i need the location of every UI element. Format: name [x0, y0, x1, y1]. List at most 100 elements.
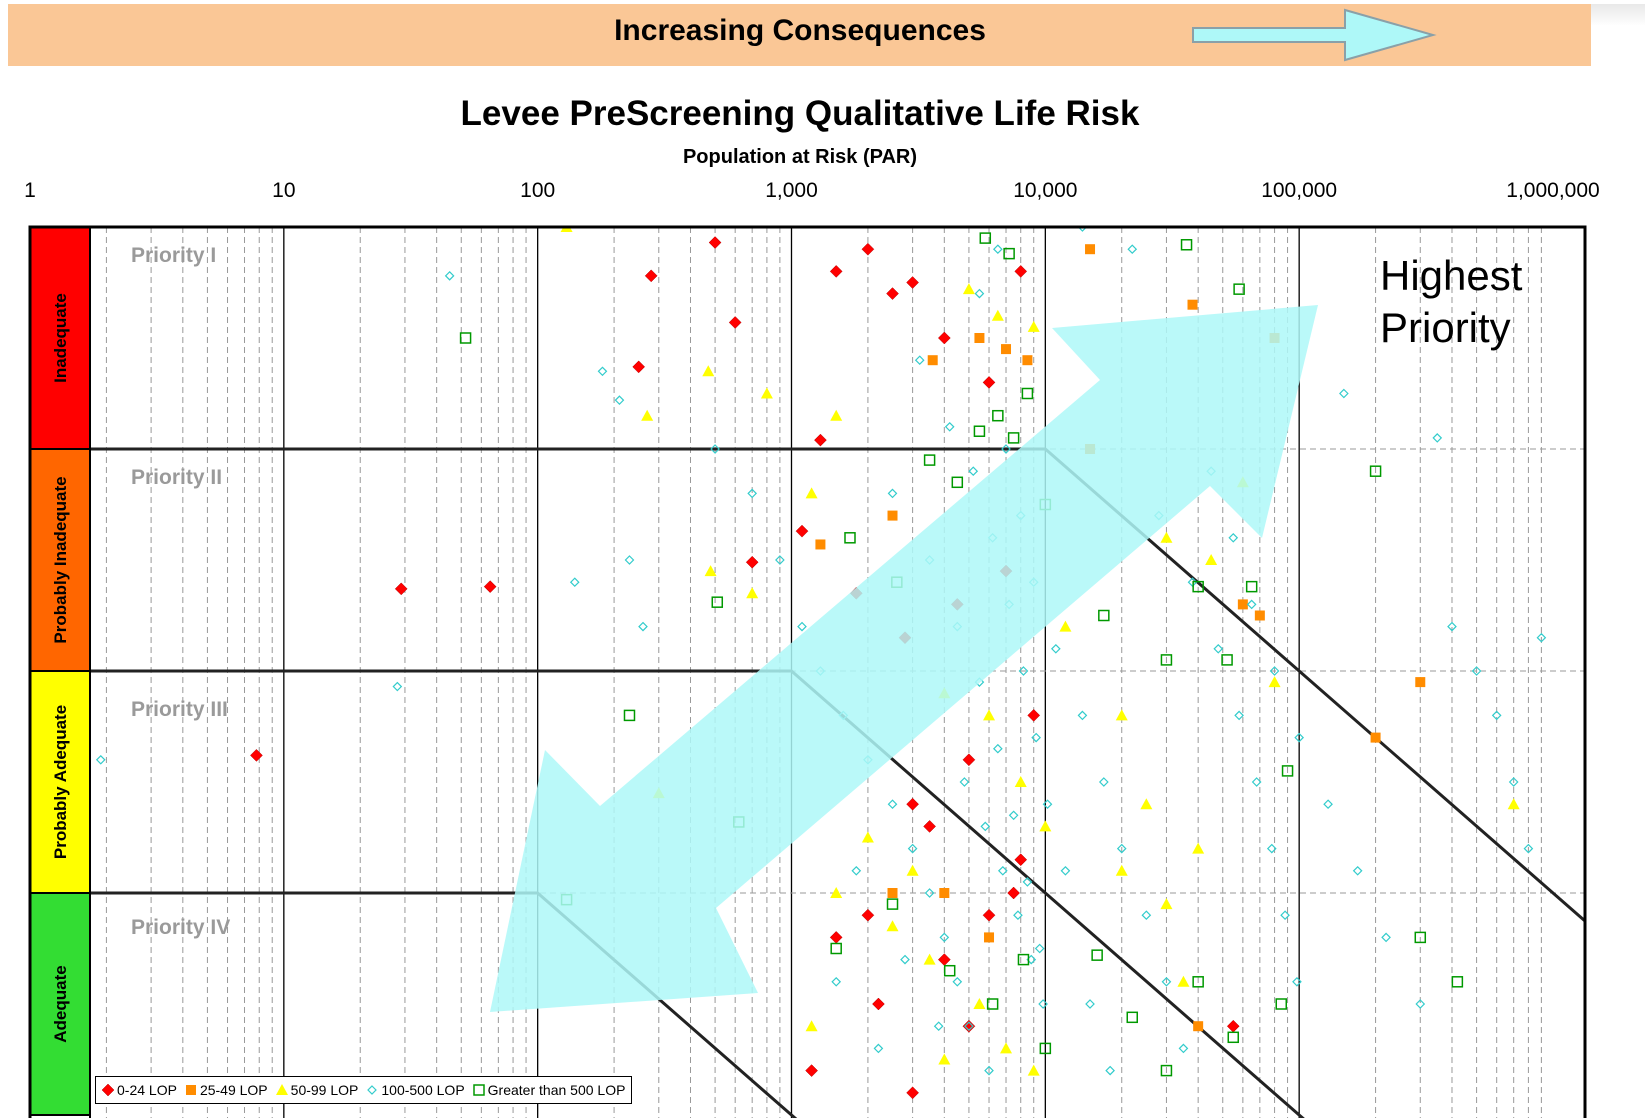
data-point-100-500-lop: [1292, 976, 1302, 987]
data-point-100-500-lop: [1251, 777, 1262, 787]
data-point-100-500-lop: [95, 754, 106, 765]
priority-zone-label: Priority IV: [131, 916, 230, 939]
data-point-100-500-lop: [992, 743, 1003, 754]
data-point-100-500-lop: [1141, 910, 1152, 921]
data-point-100-500-lop: [797, 621, 807, 632]
data-point-0-24-lop: [872, 997, 885, 1011]
data-point-gt-500-lop: [1003, 247, 1015, 260]
data-point-100-500-lop: [1339, 388, 1349, 399]
data-point-50-99-lop: [805, 1020, 818, 1032]
data-point-50-99-lop: [830, 887, 843, 898]
data-point-25-49-lop: [1237, 599, 1248, 610]
data-point-50-99-lop: [1039, 820, 1052, 832]
data-point-100-500-lop: [1038, 999, 1048, 1009]
data-point-100-500-lop: [873, 1043, 884, 1054]
data-point-0-24-lop: [906, 1086, 919, 1100]
data-point-25-49-lop: [939, 888, 950, 898]
data-point-gt-500-lop: [1180, 239, 1193, 251]
legend-marker-icon: [185, 1085, 196, 1095]
data-point-100-500-lop: [1381, 932, 1391, 943]
category-label: Adequate: [51, 965, 70, 1042]
data-point-25-49-lop: [1193, 1021, 1204, 1032]
data-point-gt-500-lop: [1275, 998, 1288, 1010]
data-point-gt-500-lop: [886, 898, 899, 910]
data-point-0-24-lop: [1014, 853, 1028, 867]
data-point-0-24-lop: [1014, 265, 1028, 278]
banner-title: Increasing Consequences: [614, 14, 986, 47]
data-point-gt-500-lop: [1245, 580, 1258, 593]
data-point-50-99-lop: [886, 920, 899, 932]
category-label: Probably Adequate: [51, 705, 70, 859]
legend-item: 25-49 LOP: [185, 1082, 268, 1098]
legend-marker-icon: [102, 1084, 114, 1096]
data-point-100-500-lop: [887, 799, 898, 810]
data-point-100-500-lop: [1001, 444, 1011, 454]
data-point-50-99-lop: [830, 409, 843, 421]
data-point-100-500-lop: [1127, 244, 1138, 255]
data-point-50-99-lop: [1192, 842, 1205, 854]
legend-label: 50-99 LOP: [290, 1082, 359, 1098]
data-point-100-500-lop: [1018, 666, 1029, 676]
data-point-100-500-lop: [597, 366, 608, 377]
data-point-100-500-lop: [1022, 877, 1033, 887]
data-point-50-99-lop: [1140, 798, 1153, 810]
data-point-0-24-lop: [923, 820, 936, 833]
data-point-100-500-lop: [1352, 865, 1363, 876]
data-point-gt-500-lop: [623, 709, 636, 722]
data-point-gt-500-lop: [1221, 654, 1233, 666]
data-point-100-500-lop: [1294, 732, 1305, 743]
data-point-50-99-lop: [973, 998, 986, 1009]
data-point-gt-500-lop: [943, 964, 956, 977]
data-point-100-500-lop: [887, 488, 898, 499]
data-point-100-500-lop: [710, 444, 720, 454]
data-point-25-49-lop: [815, 539, 826, 550]
data-point-25-49-lop: [1415, 677, 1426, 688]
data-point-50-99-lop: [702, 365, 715, 377]
data-point-100-500-lop: [1008, 810, 1019, 821]
data-point-gt-500-lop: [1369, 465, 1382, 477]
data-point-0-24-lop: [962, 753, 976, 767]
data-point-50-99-lop: [983, 709, 996, 721]
legend-marker-icon: [472, 1084, 485, 1096]
data-point-0-24-lop: [1226, 1019, 1240, 1033]
data-point-0-24-lop: [394, 582, 408, 596]
data-point-0-24-lop: [861, 908, 875, 922]
data-point-0-24-lop: [795, 524, 809, 538]
data-point-0-24-lop: [906, 797, 919, 811]
data-point-gt-500-lop: [1192, 580, 1204, 593]
data-point-gt-500-lop: [1021, 387, 1034, 400]
data-point-100-500-lop: [997, 865, 1008, 876]
data-point-100-500-lop: [1013, 910, 1023, 921]
data-point-0-24-lop: [829, 265, 843, 278]
legend-item: 0-24 LOP: [102, 1082, 177, 1098]
data-point-gt-500-lop: [973, 425, 986, 437]
data-point-0-24-lop: [982, 376, 996, 389]
priority-zone-label: Priority I: [131, 244, 216, 267]
data-point-50-99-lop: [923, 953, 936, 965]
data-point-50-99-lop: [704, 565, 717, 577]
data-point-100-500-lop: [1228, 532, 1239, 543]
chart-title: Levee PreScreening Qualitative Life Risk: [460, 94, 1140, 133]
highest-priority-annotation: Highest Priority: [1380, 252, 1523, 351]
priority-zone-label: Priority II: [131, 466, 222, 489]
data-point-100-500-lop: [900, 954, 910, 965]
data-point-100-500-lop: [1077, 710, 1088, 721]
data-point-50-99-lop: [938, 1053, 951, 1065]
data-point-gt-500-lop: [979, 232, 992, 244]
legend-label: 0-24 LOP: [117, 1082, 177, 1098]
legend-item: 100-500 LOP: [366, 1082, 465, 1098]
data-point-50-99-lop: [1268, 676, 1281, 688]
data-point-50-99-lop: [906, 864, 919, 876]
data-point-50-99-lop: [1000, 1042, 1013, 1054]
data-point-100-500-lop: [851, 865, 862, 876]
x-tick-label: 100,000: [1261, 179, 1337, 202]
data-point-25-49-lop: [887, 888, 898, 898]
data-point-100-500-lop: [775, 555, 785, 565]
data-point-100-500-lop: [1246, 599, 1257, 610]
data-point-50-99-lop: [1177, 975, 1190, 987]
data-point-0-24-lop: [632, 360, 646, 374]
data-point-100-500-lop: [959, 777, 970, 787]
data-point-100-500-lop: [968, 466, 979, 477]
data-point-gt-500-lop: [1007, 432, 1020, 444]
data-point-gt-500-lop: [992, 409, 1004, 422]
